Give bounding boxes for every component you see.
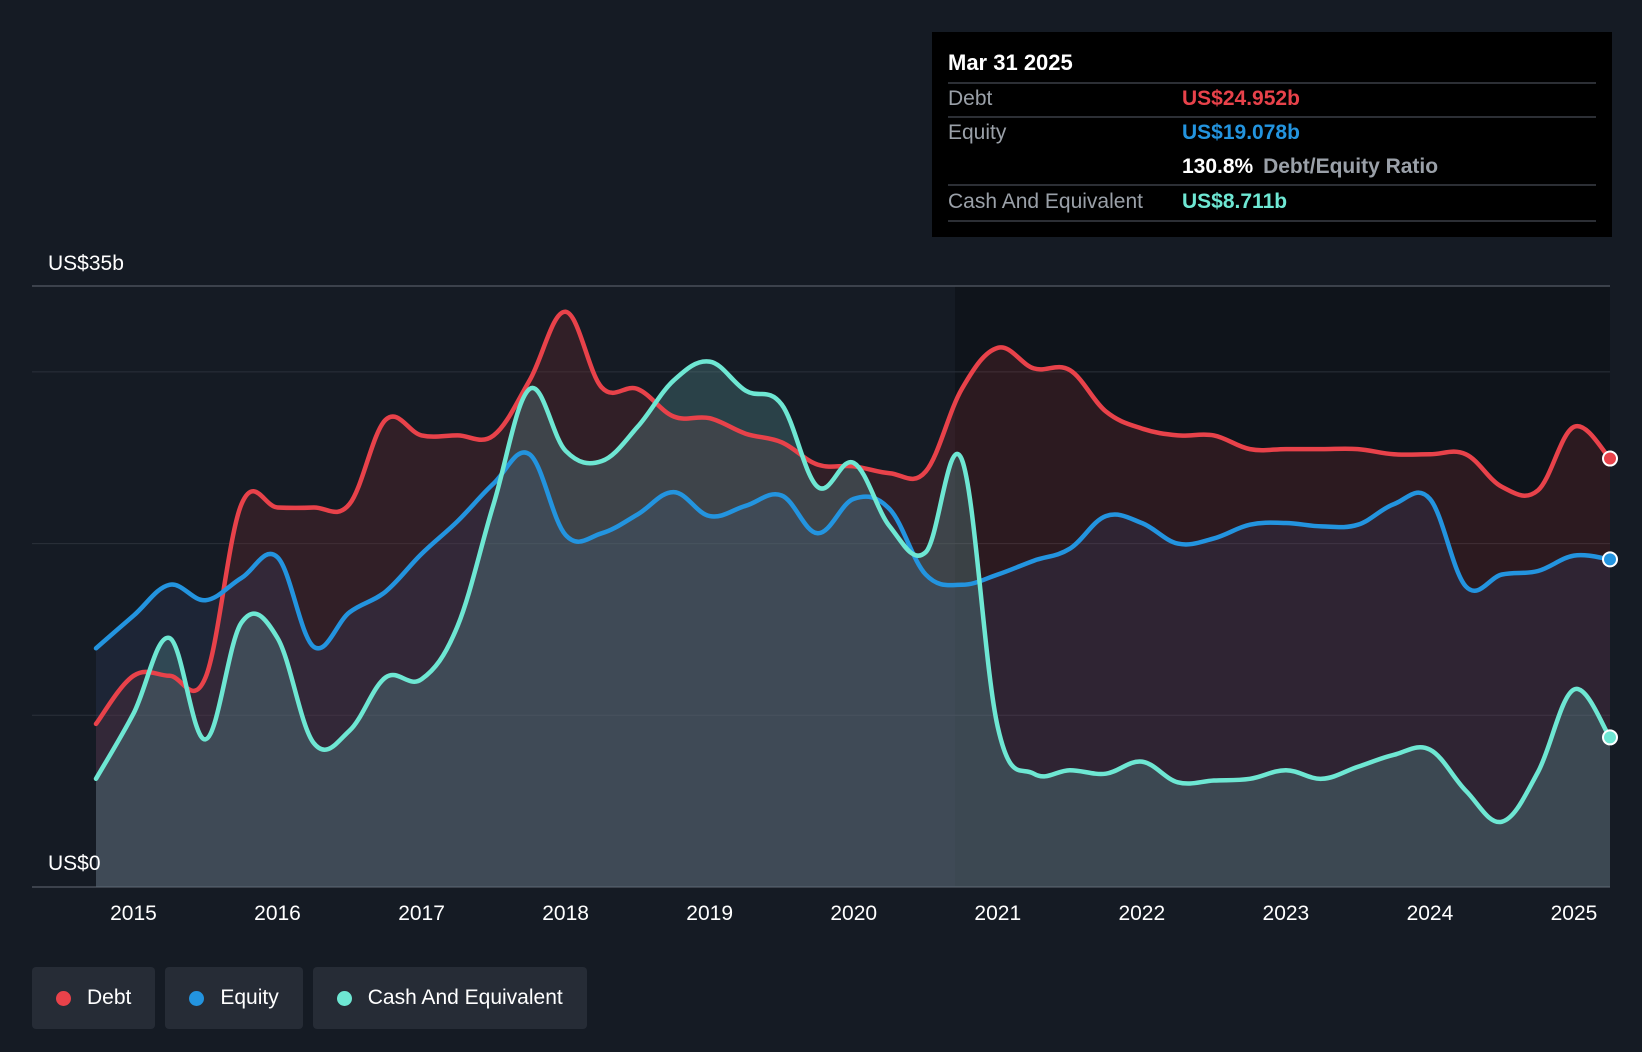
tooltip-equity-value: US$19.078b — [1182, 121, 1300, 144]
area-cash — [96, 361, 1610, 887]
legend-item-equity[interactable]: Equity — [165, 967, 303, 1029]
tooltip-ratio-label: Debt/Equity Ratio — [1263, 155, 1438, 178]
legend-item-cash[interactable]: Cash And Equivalent — [312, 967, 587, 1029]
line-equity — [93, 450, 1613, 651]
tooltip-ratio-value: 130.8% — [1182, 155, 1254, 178]
y-axis-min-label: US$0 — [48, 852, 101, 875]
x-tick-label: 2019 — [686, 902, 733, 925]
x-tick-label: 2021 — [974, 902, 1021, 925]
end-marker-equity — [1602, 551, 1618, 568]
tooltip-background — [932, 32, 1612, 237]
legend-label-debt: Debt — [87, 986, 132, 1009]
gridlines — [32, 285, 1610, 888]
x-tick-label: 2016 — [254, 902, 301, 925]
series-end-markers — [1602, 450, 1618, 746]
x-tick-label: 2018 — [542, 902, 589, 925]
x-axis-ticks: 2015 2016 2017 2018 2019 2020 2021 2022 2023 2024… — [110, 902, 1597, 925]
tooltip: Mar 31 2025 Debt US$24.952b Equity US$19… — [932, 32, 1612, 237]
area-debt — [96, 311, 1610, 888]
tooltip-date: Mar 31 2025 — [948, 50, 1073, 75]
x-tick-label: 2015 — [110, 902, 157, 925]
x-tick-label: 2022 — [1118, 902, 1165, 925]
legend-label-equity: Equity — [220, 986, 279, 1009]
tooltip-equity-label: Equity — [948, 121, 1007, 144]
legend: Debt Equity Cash And Equivalent — [32, 967, 587, 1029]
legend-item-debt[interactable]: Debt — [32, 967, 156, 1029]
end-marker-cash — [1602, 729, 1618, 746]
x-tick-label: 2025 — [1551, 902, 1598, 925]
series-lines — [93, 309, 1613, 825]
y-axis-max-label: US$35b — [48, 252, 124, 275]
x-tick-label: 2024 — [1407, 902, 1454, 925]
tooltip-cash-value: US$8.711b — [1182, 190, 1287, 213]
x-tick-label: 2023 — [1263, 902, 1310, 925]
x-tick-label: 2017 — [398, 902, 445, 925]
legend-dot-equity — [189, 990, 205, 1006]
legend-dot-cash — [336, 990, 352, 1006]
tooltip-cash-label: Cash And Equivalent — [948, 190, 1143, 213]
legend-dot-debt — [56, 990, 71, 1006]
legend-label-cash: Cash And Equivalent — [367, 986, 563, 1009]
tooltip-debt-value: US$24.952b — [1182, 87, 1300, 110]
line-cash — [93, 359, 1613, 825]
chart-area: 2015 2016 2017 2018 2019 2020 2021 2022 2023 2024… — [32, 32, 1618, 925]
tooltip-debt-label: Debt — [948, 87, 993, 110]
tooltip-ratio: 130.8% Debt/Equity Ratio — [1182, 155, 1438, 178]
line-debt — [93, 309, 1613, 727]
plot-shade — [955, 286, 1610, 887]
plot-background — [955, 286, 1610, 887]
x-tick-label: 2020 — [830, 902, 877, 925]
end-marker-debt — [1602, 450, 1618, 467]
